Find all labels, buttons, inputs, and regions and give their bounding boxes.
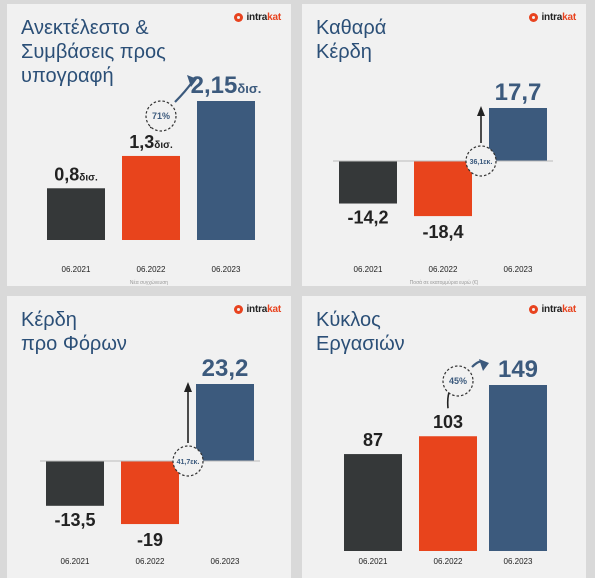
data-label: 87: [363, 430, 383, 450]
chart-pretax-profit: -13,5 06.2021 -19 06.2022 23,2 06.2023 41,7εκ.: [40, 355, 260, 566]
panel-title: Ανεκτέλεστο & Συμβάσεις προς υπογραφή: [21, 17, 166, 87]
intrakat-logo: intrakat: [234, 12, 281, 23]
data-label: 103: [433, 412, 463, 432]
data-label: 2,15δισ.: [191, 72, 262, 99]
panel-title: Κύκλος Εργασιών: [316, 309, 405, 355]
bar-06.2021: [339, 161, 397, 204]
change-badge: [145, 100, 177, 132]
data-label: 1,3δισ.: [129, 132, 173, 152]
data-label: -14,2: [347, 208, 388, 228]
data-label: -19: [137, 530, 163, 550]
bar-06.2022: [121, 461, 179, 525]
x-tick-label: 06.2022: [429, 265, 458, 274]
data-label: 23,2: [202, 355, 249, 382]
bar-06.2021: [344, 454, 402, 551]
data-label: 17,7: [495, 79, 542, 106]
x-tick-label: 06.2021: [354, 265, 383, 274]
bar-06.2022: [414, 161, 472, 217]
change-label: 41,7εκ.: [177, 459, 200, 466]
change-label: 71%: [152, 111, 170, 121]
arrow-head-icon: [477, 106, 485, 116]
bar-06.2023: [197, 101, 255, 240]
x-tick-label: 06.2022: [434, 557, 463, 566]
intrakat-logo: intrakat: [234, 304, 281, 315]
data-label: -13,5: [54, 510, 95, 530]
bar-06.2022: [419, 436, 477, 551]
arrow-head-icon: [187, 75, 197, 87]
change-label: 36,1εκ.: [470, 159, 493, 166]
x-tick-label: 06.2023: [504, 265, 533, 274]
x-tick-label: 06.2023: [504, 557, 533, 566]
bar-06.2022: [122, 155, 180, 240]
bar-06.2023: [489, 108, 547, 161]
bar-06.2023: [489, 385, 547, 551]
panel-net-profit: Καθαρά Κέρδη intrakat -14,2 06.2021 -18,4 0…: [302, 4, 586, 286]
bar-06.2021: [47, 188, 105, 240]
change-badge: [172, 445, 204, 477]
arrow-head-icon: [479, 359, 489, 371]
x-tick-label: 06.2022: [137, 265, 166, 274]
chart-backlog: 0,8δισ. 06.2021 1,3δισ. 06.2022 2,15δισ. 06.2…: [47, 72, 262, 274]
panel-backlog: Ανεκτέλεστο & Συμβάσεις προς υπογραφή in…: [7, 4, 291, 286]
intrakat-logo: intrakat: [529, 12, 576, 23]
logo-icon: [529, 13, 539, 22]
chart-net-profit: -14,2 06.2021 -18,4 06.2022 17,7 06.2023 36,1ε…: [333, 79, 553, 274]
bar-06.2023: [196, 384, 254, 461]
footnote: Ποσά σε εκατομμύρια ευρώ (€): [409, 280, 479, 286]
bar-06.2021: [46, 461, 104, 506]
intrakat-logo: intrakat: [529, 304, 576, 315]
x-tick-label: 06.2023: [211, 557, 240, 566]
data-label: 149: [498, 356, 538, 383]
footnote: Νέα συγχώνευση: [129, 280, 169, 286]
logo-icon: [234, 13, 244, 22]
panel-title: Καθαρά Κέρδη: [316, 17, 387, 63]
x-tick-label: 06.2021: [61, 557, 90, 566]
data-label: -18,4: [422, 222, 463, 242]
chart-turnover: 87 06.2021 103 06.2022 149 06.2023 45%: [344, 356, 547, 566]
x-tick-label: 06.2021: [62, 265, 91, 274]
change-badge: [465, 145, 497, 177]
x-tick-label: 06.2022: [136, 557, 165, 566]
panel-pretax-profit: Κέρδη προ Φόρων intrakat -13,5 06.2021 -19…: [7, 296, 291, 578]
data-label: 0,8δισ.: [54, 164, 98, 184]
logo-icon: [234, 305, 244, 314]
logo-icon: [529, 305, 539, 314]
x-tick-label: 06.2023: [212, 265, 241, 274]
panel-title: Κέρδη προ Φόρων: [21, 309, 127, 355]
change-badge: [442, 365, 474, 397]
change-label: 45%: [449, 376, 467, 386]
x-tick-label: 06.2021: [359, 557, 388, 566]
panel-turnover: Κύκλος Εργασιών intrakat 87 06.2021 103 06.…: [302, 296, 586, 578]
arrow-head-icon: [184, 382, 192, 392]
